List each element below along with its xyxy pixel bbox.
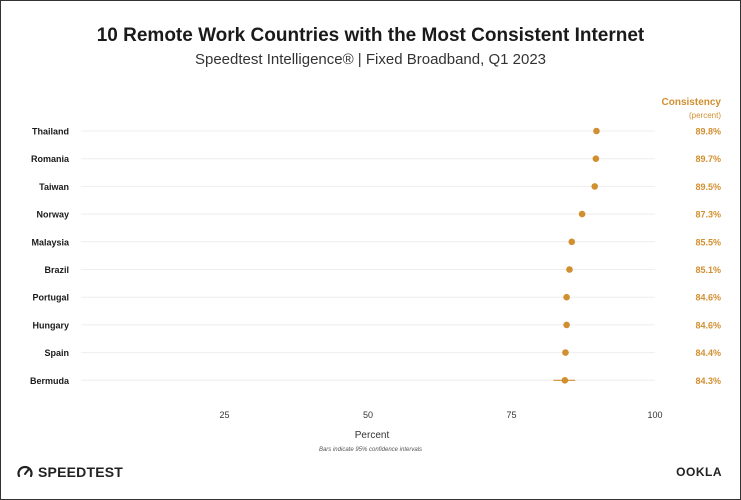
x-axis-label: Percent — [355, 430, 390, 441]
data-point — [568, 238, 576, 246]
value-label: 84.6% — [695, 320, 721, 330]
speedtest-logo: SPEEDTEST — [17, 464, 123, 480]
data-point — [578, 210, 586, 218]
value-label: 84.6% — [695, 293, 721, 303]
category-label: Hungary — [32, 320, 69, 330]
data-point — [592, 155, 600, 162]
chart-title: 10 Remote Work Countries with the Most C… — [96, 25, 645, 46]
category-label: Portugal — [32, 293, 69, 303]
data-point — [562, 349, 569, 356]
category-label: Bermuda — [30, 376, 70, 386]
x-tick-label: 50 — [363, 410, 373, 420]
value-label: 89.5% — [695, 182, 721, 192]
ookla-logo: OOKLA — [676, 465, 722, 479]
confidence-interval-footnote: Bars indicate 95% confidence intervals — [318, 447, 423, 453]
chart-subtitle: Speedtest Intelligence® | Fixed Broadban… — [194, 51, 546, 68]
value-label: 84.4% — [695, 348, 721, 358]
value-label: 84.3% — [695, 376, 721, 386]
category-label: Thailand — [32, 127, 69, 137]
consistency-column-header: Consistency — [661, 97, 721, 108]
category-label: Norway — [36, 210, 69, 220]
data-point — [563, 321, 570, 329]
value-label: 87.3% — [695, 210, 721, 220]
consistency-column-unit: (percent) — [688, 111, 721, 120]
category-label: Taiwan — [39, 182, 69, 192]
category-label: Malaysia — [31, 237, 70, 247]
value-label: 89.7% — [695, 154, 721, 164]
x-tick-label: 25 — [219, 410, 229, 420]
x-tick-label: 75 — [506, 410, 516, 420]
speedometer-icon — [17, 465, 33, 478]
value-label: 85.1% — [695, 265, 721, 275]
x-tick-label: 100 — [647, 410, 662, 420]
data-point — [566, 266, 573, 273]
speedtest-logo-text: SPEEDTEST — [38, 464, 124, 480]
data-point — [561, 377, 569, 384]
data-point — [563, 293, 570, 301]
category-label: Brazil — [44, 265, 69, 275]
category-label: Spain — [44, 348, 69, 358]
data-point — [593, 127, 600, 135]
category-label: Romania — [31, 154, 70, 164]
value-label: 85.5% — [695, 237, 721, 247]
data-point — [591, 183, 599, 190]
value-label: 89.8% — [695, 127, 721, 137]
